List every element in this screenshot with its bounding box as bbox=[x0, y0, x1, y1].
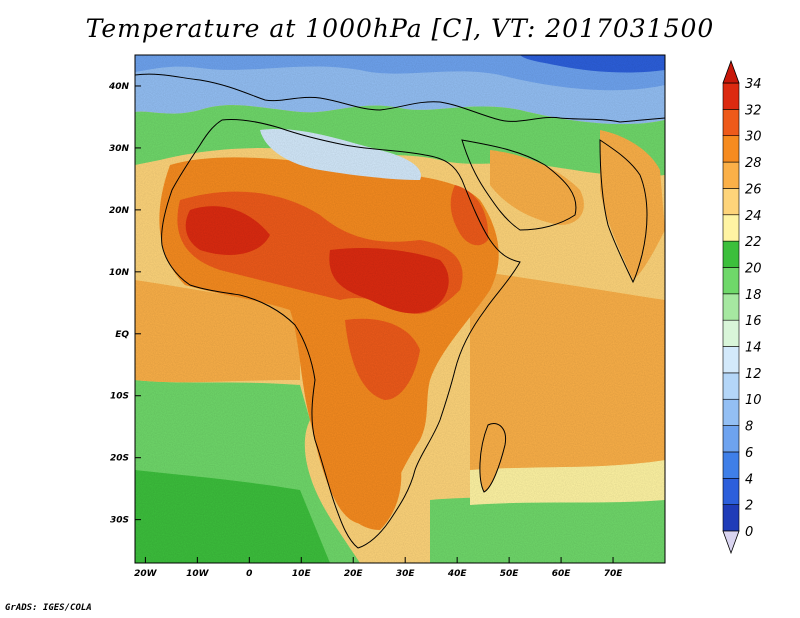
lat-tick-label: 10S bbox=[110, 392, 129, 402]
colorbar-label: 12 bbox=[745, 367, 762, 382]
colorbar-band bbox=[722, 267, 740, 295]
temperature-field bbox=[135, 55, 665, 563]
colorbar-label: 2 bbox=[745, 499, 753, 514]
lon-axis: 20W 10W 0 10E 20E 30E 40E 50E 60E 70E bbox=[134, 557, 623, 579]
arabia-coastline bbox=[461, 139, 577, 231]
colorbar-label: 4 bbox=[745, 472, 753, 487]
lon-tick-label: 30E bbox=[396, 569, 416, 579]
lat-tick-label: 40N bbox=[108, 82, 130, 92]
colorbar-label: 20 bbox=[745, 261, 762, 276]
texture-overlay bbox=[135, 55, 665, 563]
colorbar-band bbox=[722, 161, 740, 189]
colorbar-band bbox=[722, 504, 740, 532]
colorbar-label: 28 bbox=[745, 156, 762, 171]
colorbar-band bbox=[722, 319, 740, 347]
lon-tick-label: 0 bbox=[246, 569, 252, 579]
lat-tick-label: 10N bbox=[109, 268, 130, 278]
colorbar-band bbox=[722, 240, 740, 268]
plot-frame bbox=[134, 54, 666, 564]
colorbar-under-triangle bbox=[722, 530, 740, 555]
colorbar-label: 30 bbox=[745, 130, 762, 145]
lon-tick-label: 70E bbox=[604, 569, 624, 579]
lon-tick-label: 40E bbox=[447, 569, 468, 579]
colorbar-band bbox=[722, 425, 740, 453]
india-coastline bbox=[599, 139, 648, 284]
lon-tick-label: 10E bbox=[292, 569, 312, 579]
colorbar-band bbox=[722, 109, 740, 137]
colorbar-label: 0 bbox=[745, 525, 753, 540]
colorbar-band bbox=[722, 451, 740, 479]
colorbar-label: 16 bbox=[745, 314, 762, 329]
colorbar-label: 22 bbox=[745, 235, 762, 250]
lon-tick-label: 60E bbox=[552, 569, 572, 579]
colorbar-band bbox=[722, 293, 740, 321]
colorbar-band bbox=[722, 82, 740, 110]
colorbar-band bbox=[722, 346, 740, 374]
colorbar-band bbox=[722, 477, 740, 505]
colorbar-label: 14 bbox=[745, 341, 762, 356]
europe-coastline bbox=[135, 73, 665, 123]
colorbar-band bbox=[722, 372, 740, 400]
lat-tick-label: EQ bbox=[115, 330, 129, 340]
colorbar-label: 34 bbox=[745, 77, 762, 92]
lon-tick-label: 20W bbox=[134, 569, 158, 579]
lat-tick-label: 20S bbox=[110, 454, 129, 464]
colorbar-label: 32 bbox=[745, 103, 762, 118]
colorbar-band bbox=[722, 135, 740, 163]
coastlines bbox=[135, 73, 665, 549]
lat-tick-label: 20N bbox=[109, 206, 130, 216]
lat-tick-label: 30N bbox=[109, 144, 130, 154]
colorbar-over-triangle bbox=[722, 59, 740, 84]
africa-coastline bbox=[161, 119, 521, 549]
lon-tick-label: 50E bbox=[500, 569, 520, 579]
colorbar-band bbox=[722, 188, 740, 216]
colorbar-label: 6 bbox=[745, 446, 753, 461]
colorbar-label: 24 bbox=[745, 209, 762, 224]
lon-tick-label: 10W bbox=[186, 569, 210, 579]
colorbar-band bbox=[722, 398, 740, 426]
grads-credit: GrADS: IGES/COLA bbox=[5, 603, 92, 613]
lat-tick-label: 30S bbox=[110, 516, 129, 526]
lon-tick-label: 20E bbox=[344, 569, 364, 579]
lat-axis: 40N 30N 20N 10N EQ 10S 20S 30S bbox=[108, 82, 141, 526]
colorbar-label: 18 bbox=[745, 288, 762, 303]
map-title: Temperature at 1000hPa [C], VT: 20170315… bbox=[85, 14, 715, 43]
colorbar-label: 8 bbox=[745, 420, 753, 435]
colorbar-label: 26 bbox=[745, 182, 762, 197]
colorbar-band bbox=[722, 214, 740, 242]
madagascar-coastline bbox=[479, 423, 507, 493]
colorbar-label: 10 bbox=[745, 393, 762, 408]
